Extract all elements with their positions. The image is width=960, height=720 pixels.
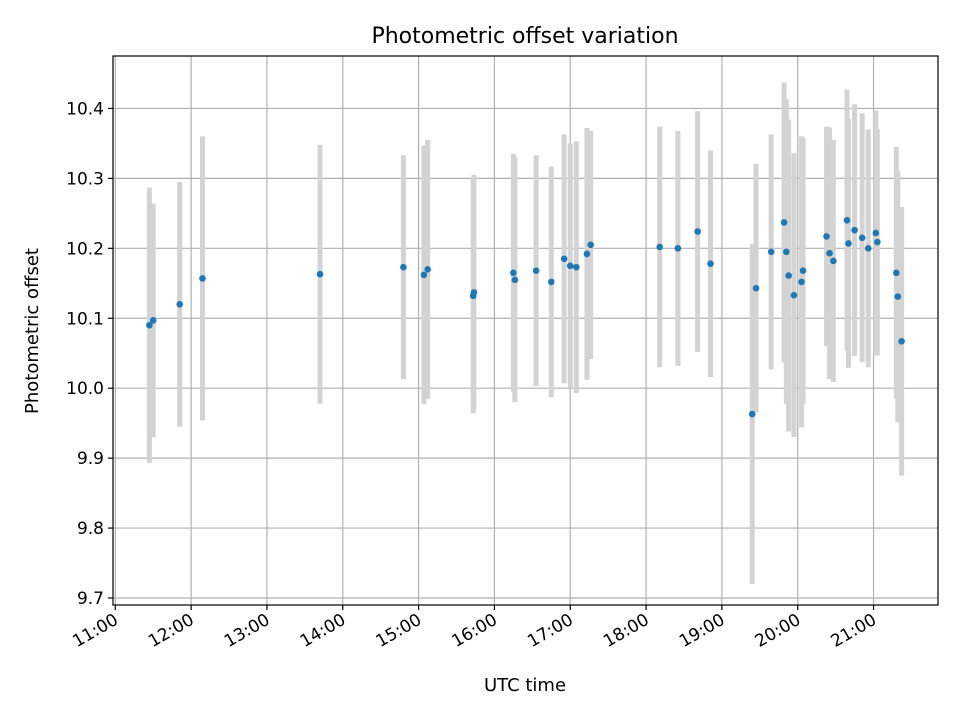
data-point xyxy=(823,233,830,240)
chart-title: Photometric offset variation xyxy=(371,24,678,49)
data-point xyxy=(898,338,905,345)
y-axis-ticks: 9.7 9.8 9.9 10.0 10.1 10.2 10.3 10.4 xyxy=(66,99,113,609)
data-point xyxy=(176,300,184,308)
x-tick-label: 13:00 xyxy=(221,610,273,652)
y-tick-label: 10.4 xyxy=(66,99,104,119)
data-point xyxy=(547,278,555,286)
x-tick-label: 21:00 xyxy=(828,610,880,652)
y-tick-label: 10.2 xyxy=(66,239,104,259)
data-point xyxy=(566,262,574,270)
x-tick-label: 18:00 xyxy=(600,610,652,652)
y-tick-label: 10.3 xyxy=(66,169,104,189)
data-point xyxy=(400,263,407,271)
data-point xyxy=(780,219,788,226)
data-point xyxy=(767,248,775,256)
data-point xyxy=(872,229,880,237)
data-point xyxy=(510,269,517,277)
data-point xyxy=(826,249,833,257)
plot-frame xyxy=(112,55,939,606)
data-point xyxy=(864,245,872,252)
data-point xyxy=(798,278,805,286)
data-point xyxy=(316,270,324,278)
x-tick-label: 11:00 xyxy=(69,610,121,652)
x-tick-label: 15:00 xyxy=(373,610,425,652)
data-point xyxy=(790,291,798,299)
data-point xyxy=(783,248,790,256)
data-point xyxy=(511,276,519,284)
error-bars xyxy=(146,82,905,585)
data-point xyxy=(420,271,428,279)
data-point xyxy=(785,272,792,279)
x-tick-label: 19:00 xyxy=(676,610,728,652)
y-tick-label: 9.8 xyxy=(77,519,104,539)
data-point xyxy=(674,245,682,252)
data-point xyxy=(830,257,837,265)
data-point xyxy=(656,243,664,251)
data-point xyxy=(843,217,851,224)
data-point xyxy=(532,267,540,275)
data-point xyxy=(573,263,580,271)
x-axis-label: UTC time xyxy=(484,675,566,696)
data-point xyxy=(799,267,807,275)
data-point xyxy=(694,228,701,235)
x-tick-label: 17:00 xyxy=(524,610,576,652)
y-tick-label: 9.7 xyxy=(77,589,104,609)
data-point xyxy=(858,234,866,242)
y-tick-label: 9.9 xyxy=(77,449,104,469)
x-tick-label: 12:00 xyxy=(145,610,197,652)
data-point xyxy=(199,275,206,282)
data-point xyxy=(892,269,900,277)
x-tick-label: 20:00 xyxy=(752,610,804,652)
x-axis-ticks: 11:00 12:00 13:00 14:00 15:00 16:00 17:00 18:00… xyxy=(69,605,880,652)
data-point xyxy=(851,226,858,234)
data-point xyxy=(587,241,595,249)
data-point xyxy=(146,321,153,329)
data-point xyxy=(845,240,852,247)
data-point xyxy=(707,260,714,268)
grid-lines xyxy=(113,56,938,605)
data-point xyxy=(748,410,756,418)
data-point xyxy=(894,293,902,300)
x-tick-label: 16:00 xyxy=(448,610,500,652)
data-point xyxy=(583,250,591,258)
data-point xyxy=(752,284,760,292)
y-axis-label: Photometric offset xyxy=(22,248,43,414)
data-point xyxy=(424,266,431,273)
data-point xyxy=(560,255,568,263)
data-point xyxy=(874,238,881,246)
data-point xyxy=(470,289,478,296)
data-points xyxy=(146,217,905,418)
y-tick-label: 10.1 xyxy=(66,309,104,329)
y-tick-label: 10.0 xyxy=(66,379,104,399)
x-tick-label: 14:00 xyxy=(297,610,349,652)
data-point xyxy=(149,317,157,324)
